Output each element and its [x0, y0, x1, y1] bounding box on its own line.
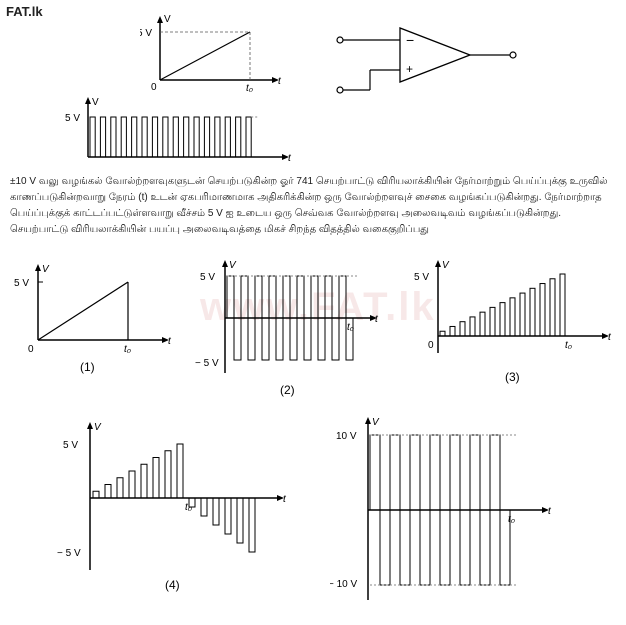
ramp-svg: V 5 V 0 t₀ t	[140, 10, 290, 94]
xlabel: t	[288, 153, 292, 164]
option-label-4: (4)	[165, 578, 180, 592]
square-svg: V 5 V t	[60, 95, 300, 173]
chart-top-ramp: V 5 V 0 t₀ t	[140, 10, 290, 94]
chart-option-1: V 5 V 0 t₀ t (1)	[10, 260, 180, 380]
svg-text:V: V	[229, 260, 237, 271]
svg-text:V: V	[372, 417, 380, 428]
ylabel: V	[164, 14, 171, 25]
opamp-svg: − +	[330, 20, 530, 110]
svg-text:5 V: 5 V	[63, 440, 78, 451]
svg-text:V: V	[94, 422, 102, 433]
opamp-diagram: − +	[330, 20, 530, 110]
svg-text:t: t	[375, 314, 379, 325]
svg-text:V: V	[42, 264, 50, 275]
svg-text:V: V	[442, 260, 450, 271]
chart-option-2: V 5 V − 5 V t₀ t (2)	[195, 258, 385, 398]
svg-text:− 5 V: − 5 V	[57, 548, 81, 559]
svg-text:0: 0	[428, 340, 434, 351]
svg-text:t: t	[283, 494, 287, 505]
svg-text:t: t	[548, 506, 552, 517]
svg-text:− 10 V: − 10 V	[330, 579, 358, 590]
ymax: 5 V	[140, 28, 152, 39]
chart-option-3: V 5 V 0 t₀ t (3)	[410, 258, 620, 388]
chart-top-square: V 5 V t	[60, 95, 300, 173]
option-label-1: (1)	[80, 360, 95, 374]
svg-text:t₀: t₀	[508, 514, 515, 525]
inv-label: −	[406, 32, 414, 48]
svg-text:5 V: 5 V	[14, 278, 29, 289]
ylabel: V	[92, 97, 99, 108]
xlabel: t	[278, 76, 282, 87]
chart-option-4: V 5 V − 5 V t₀ t (4)	[55, 420, 295, 595]
svg-text:0: 0	[28, 344, 34, 355]
svg-text:5 V: 5 V	[200, 272, 215, 283]
svg-text:10 V: 10 V	[336, 431, 357, 442]
svg-text:5 V: 5 V	[414, 272, 429, 283]
noninv-label: +	[406, 62, 413, 76]
svg-text:t₀: t₀	[124, 344, 131, 355]
chart-option-5: V 10 V − 10 V t₀ t	[330, 415, 560, 610]
ymax: 5 V	[65, 113, 80, 124]
option-label-2: (2)	[280, 383, 295, 397]
svg-text:t: t	[608, 332, 612, 343]
svg-text:t₀: t₀	[185, 502, 192, 513]
svg-text:t₀: t₀	[565, 340, 572, 351]
svg-text:t: t	[168, 336, 172, 347]
site-logo: FAT.lk	[6, 4, 43, 19]
origin: 0	[151, 82, 157, 93]
option-label-3: (3)	[505, 370, 520, 384]
svg-text:t₀: t₀	[347, 322, 354, 333]
t0: t₀	[246, 83, 253, 94]
question-text: ±10 V வலு வழங்கல் வோல்ற்றளவுகளுடன் செயற்…	[10, 174, 616, 238]
svg-text:− 5 V: − 5 V	[195, 358, 219, 369]
